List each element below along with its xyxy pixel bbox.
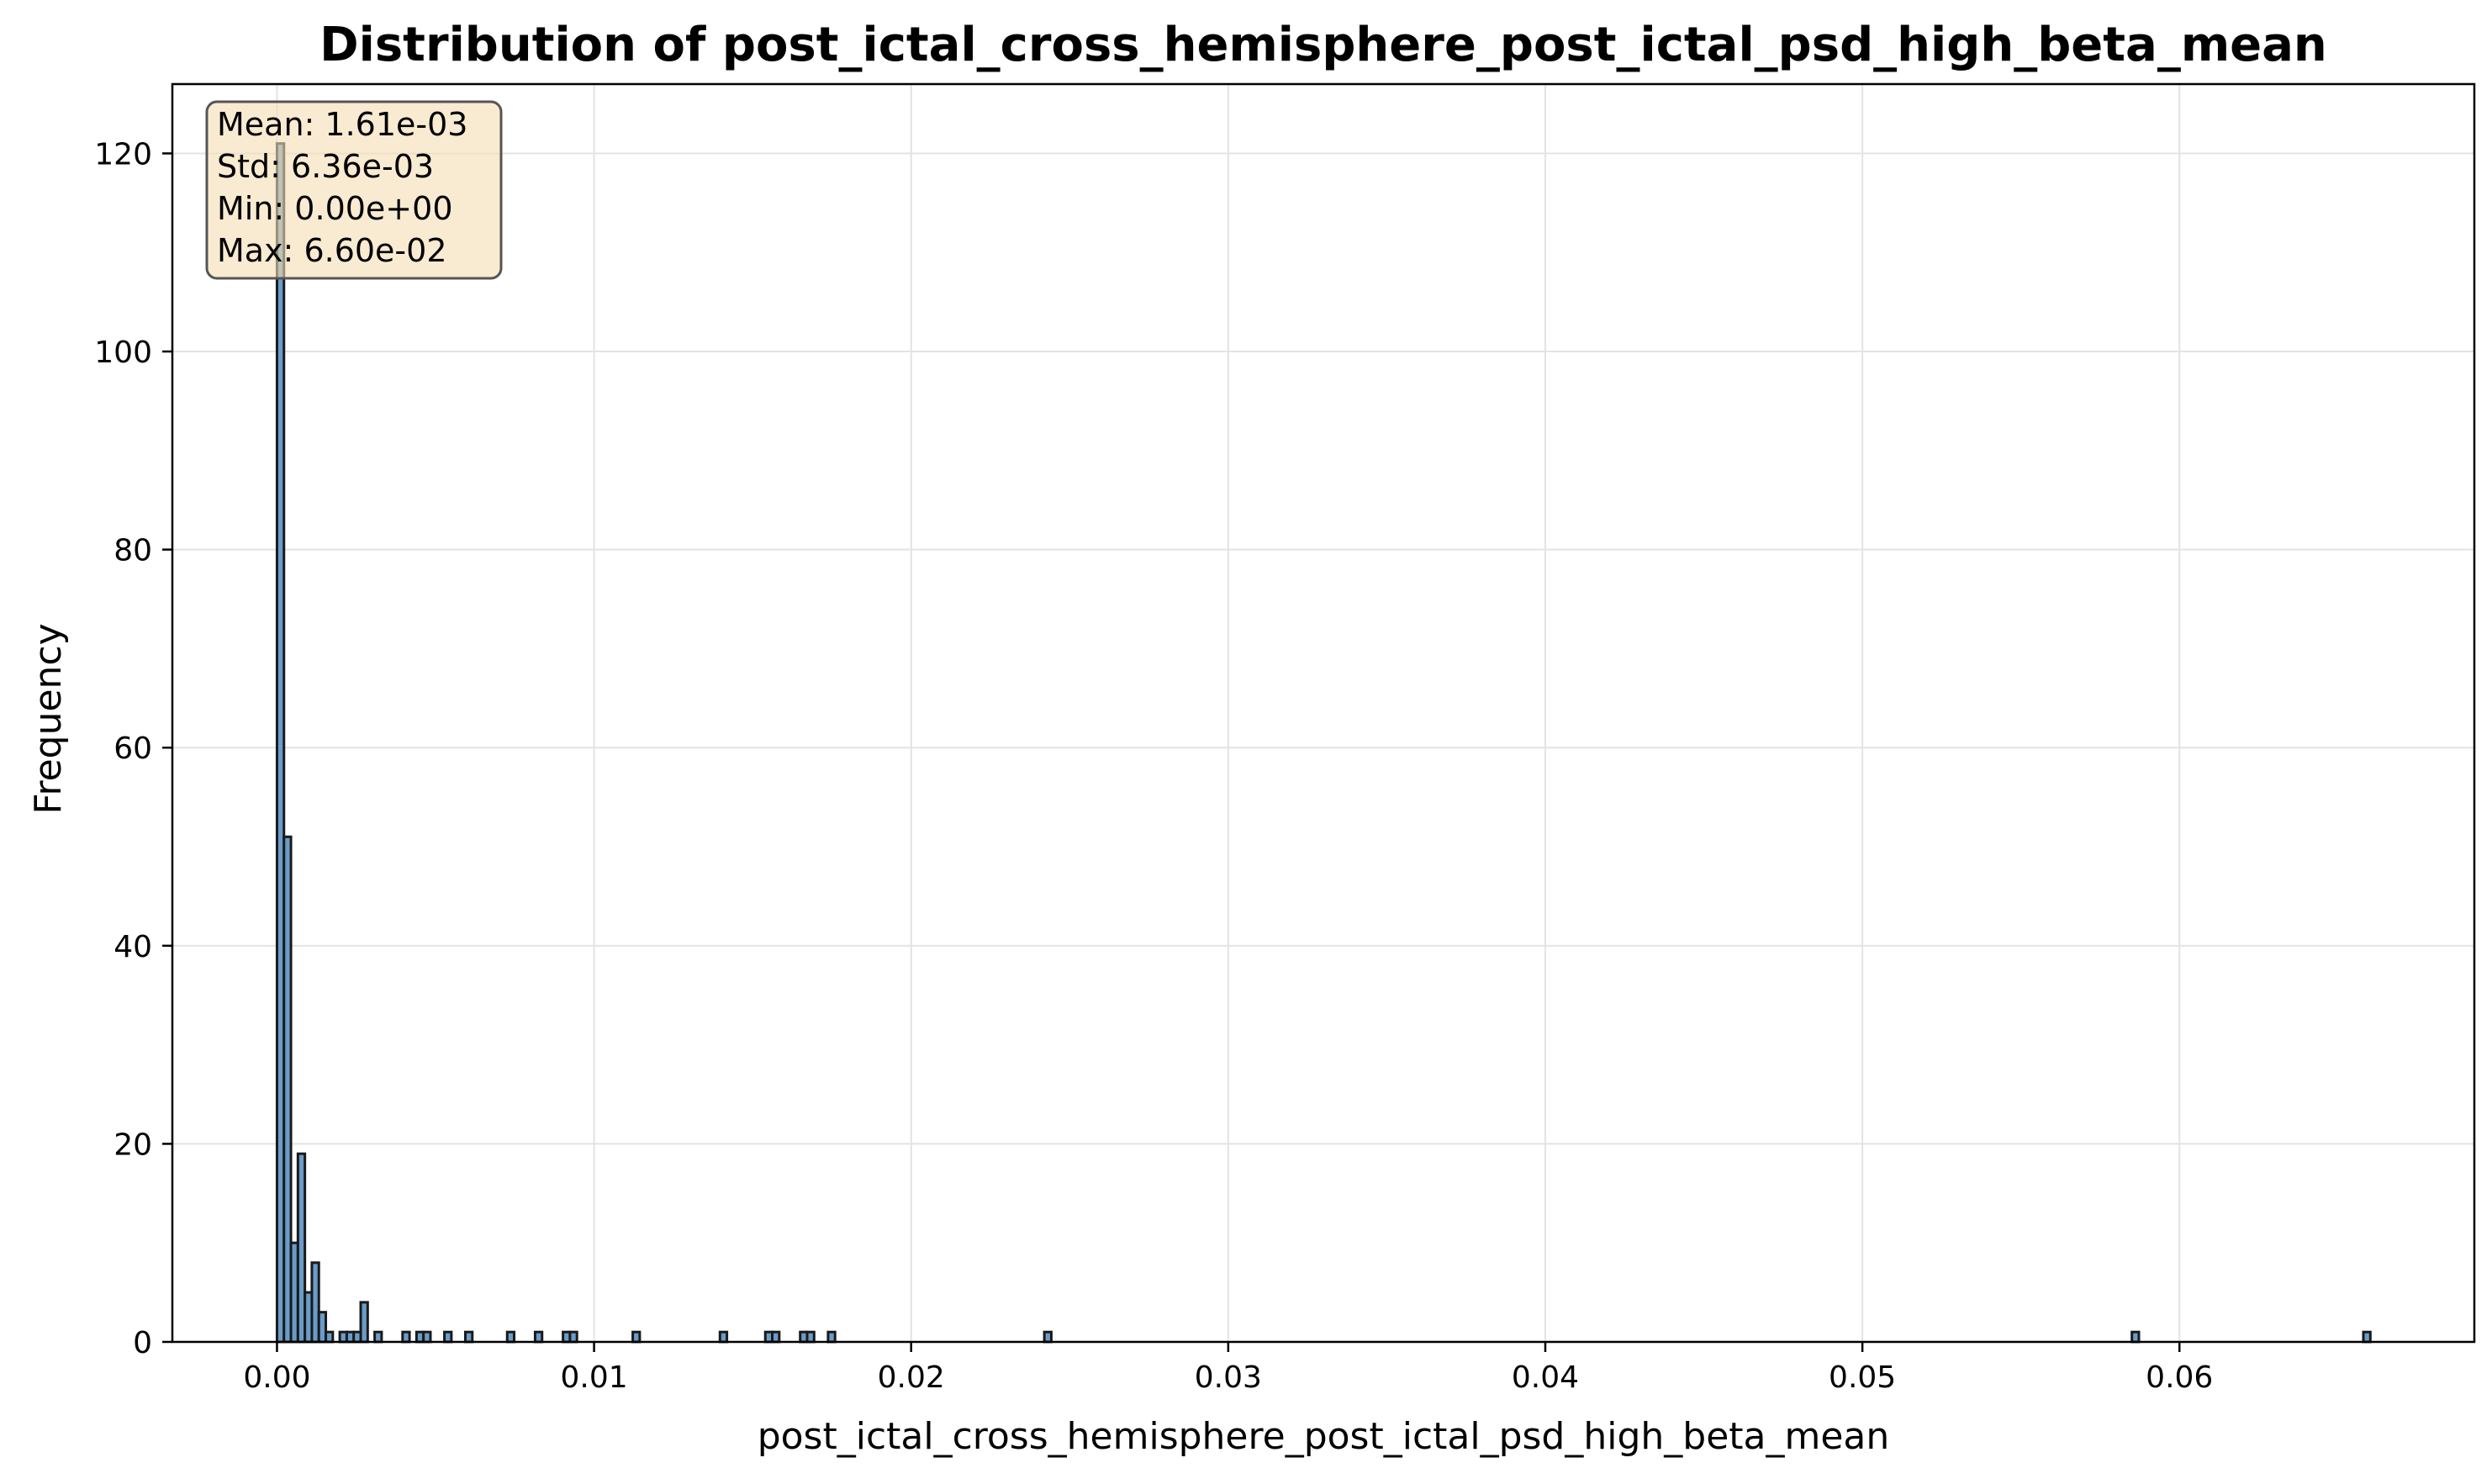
histogram-bar [359,1301,369,1344]
y-axis-ticks: 0 20 40 60 80 100 120 [94,137,172,1360]
stats-min: Min: 0.00e+00 [217,190,453,227]
y-tick-label: 120 [94,137,152,172]
histogram-bar [2130,1330,2141,1344]
y-tick-label: 20 [114,1128,152,1162]
x-tick-label: 0.00 [243,1360,310,1395]
histogram-bar [443,1330,453,1344]
x-axis-ticks: 0.00 0.01 0.02 0.03 0.04 0.05 0.06 [243,1342,2213,1395]
histogram-bar [463,1330,474,1344]
x-tick-label: 0.06 [2146,1360,2213,1395]
y-tick-label: 40 [114,930,152,964]
x-tick-label: 0.04 [1512,1360,1579,1395]
y-axis-label: Frequency [27,623,70,814]
y-tick-label: 60 [114,731,152,766]
x-tick-label: 0.02 [878,1360,945,1395]
histogram-bar [1043,1330,1053,1344]
histogram-bar [533,1330,544,1344]
grid-lines [172,84,2474,1343]
chart-title: Distribution of post_ictal_cross_hemisph… [319,18,2327,72]
stats-max: Max: 6.60e-02 [217,232,447,269]
stats-box-background [205,100,503,280]
stats-mean: Mean: 1.61e-03 [217,106,467,143]
y-tick-label: 80 [114,534,152,568]
x-axis-label: post_ictal_cross_hemisphere_post_ictal_p… [758,1415,1890,1458]
y-tick-label: 0 [133,1326,152,1360]
histogram-bar [325,1330,335,1344]
histogram-bar [401,1330,411,1344]
histogram-bar [771,1330,781,1344]
y-tick-label: 100 [94,335,152,370]
histogram-bar [2362,1330,2372,1344]
histogram-bars [275,142,2372,1344]
x-tick-label: 0.03 [1195,1360,1262,1395]
histogram-bar [718,1330,729,1344]
histogram-bar [505,1330,516,1344]
histogram-bar [422,1330,432,1344]
histogram-bar [373,1330,383,1344]
stats-box: Mean: 1.61e-03 Std: 6.36e-03 Min: 0.00e+… [205,100,503,280]
histogram-bar [826,1330,837,1344]
histogram-bar [568,1330,578,1344]
stats-std: Std: 6.36e-03 [217,148,434,185]
x-tick-label: 0.01 [561,1360,628,1395]
histogram-bar [631,1330,641,1344]
plot-frame [171,82,2476,1344]
histogram-bar [805,1330,816,1344]
x-tick-label: 0.05 [1829,1360,1896,1395]
